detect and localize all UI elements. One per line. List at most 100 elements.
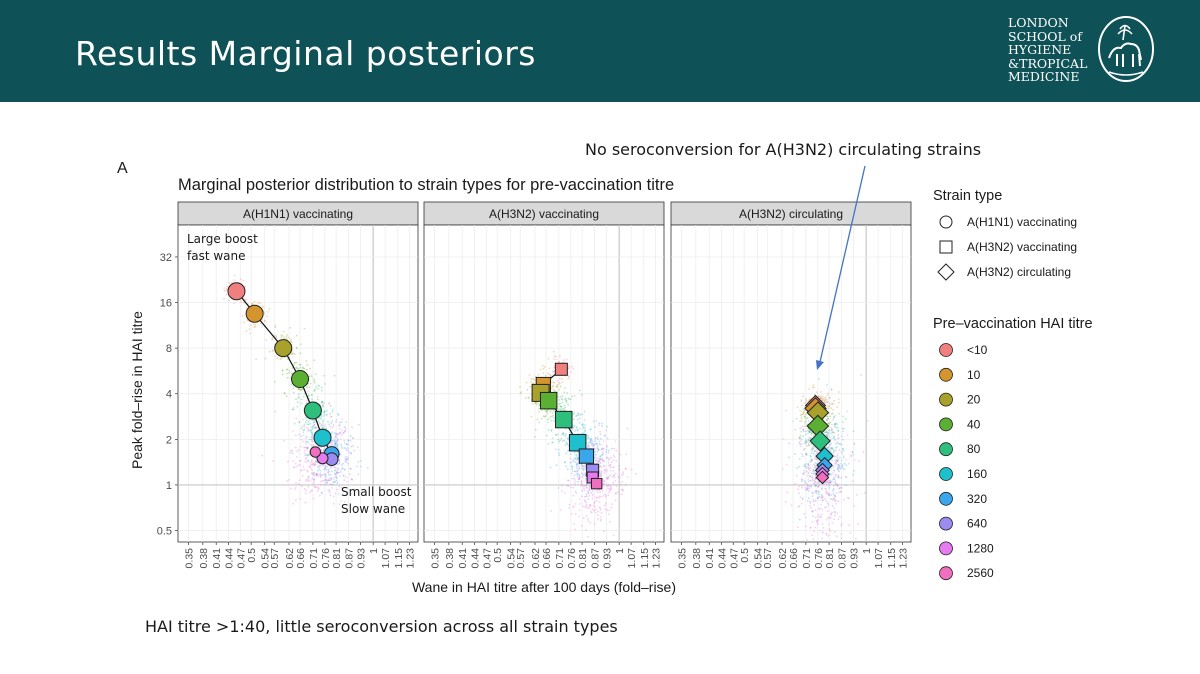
posterior-sample (319, 422, 322, 425)
posterior-sample (840, 537, 843, 539)
posterior-sample (292, 387, 295, 389)
posterior-sample (814, 499, 817, 502)
posterior-sample (826, 415, 829, 418)
posterior-sample (817, 460, 820, 463)
posterior-sample (798, 505, 801, 507)
posterior-sample (576, 414, 578, 416)
posterior-sample (837, 398, 840, 401)
posterior-sample (608, 513, 610, 516)
posterior-sample (534, 428, 537, 431)
posterior-sample (624, 467, 627, 470)
posterior-sample (618, 468, 621, 471)
posterior-sample (837, 467, 839, 470)
posterior-sample (574, 490, 577, 493)
posterior-sample (561, 398, 563, 401)
x-tick-label: 0.93 (848, 548, 860, 569)
posterior-sample (584, 429, 587, 432)
posterior-sample (295, 334, 298, 337)
posterior-sample (584, 505, 587, 508)
posterior-sample (304, 454, 307, 457)
posterior-sample (303, 367, 306, 370)
posterior-sample (592, 420, 595, 423)
posterior-sample (562, 432, 565, 434)
posterior-sample (552, 370, 555, 373)
legend-key-colour (939, 417, 953, 432)
posterior-sample (835, 459, 838, 462)
posterior-sample (291, 450, 294, 452)
posterior-sample (842, 421, 844, 423)
posterior-sample (296, 465, 298, 468)
posterior-sample (560, 397, 563, 400)
posterior-sample (809, 479, 812, 482)
x-tick-label: 0.57 (515, 548, 527, 569)
posterior-sample (809, 484, 812, 487)
posterior-sample (602, 449, 605, 451)
posterior-sample (325, 478, 327, 481)
posterior-sample (837, 518, 840, 521)
posterior-sample (832, 469, 835, 472)
posterior-sample (587, 436, 590, 439)
posterior-sample (334, 480, 336, 483)
posterior-sample (807, 484, 809, 487)
posterior-sample (556, 379, 559, 382)
series-1 (223, 274, 369, 506)
posterior-sample (839, 515, 841, 518)
posterior-sample (806, 500, 809, 502)
posterior-sample (301, 475, 304, 477)
posterior-sample (338, 459, 341, 461)
posterior-sample (800, 443, 803, 445)
posterior-sample (816, 450, 818, 453)
posterior-sample (305, 435, 308, 438)
posterior-sample (824, 396, 827, 398)
posterior-sample (794, 453, 796, 455)
posterior-sample (335, 418, 338, 421)
posterior-sample (341, 418, 343, 421)
posterior-sample (811, 491, 813, 494)
posterior-sample (326, 413, 328, 416)
posterior-sample (300, 427, 303, 430)
posterior-sample (294, 462, 297, 465)
posterior-sample (307, 420, 310, 423)
posterior-sample (836, 461, 838, 463)
posterior-sample (811, 476, 814, 478)
posterior-sample (815, 458, 817, 461)
posterior-sample (830, 467, 832, 470)
posterior-sample (605, 477, 608, 480)
posterior-sample (328, 423, 331, 426)
posterior-sample (330, 477, 333, 479)
posterior-sample (292, 352, 295, 355)
posterior-sample (576, 475, 579, 478)
posterior-sample (312, 471, 315, 474)
posterior-sample (261, 305, 264, 307)
posterior-sample (808, 441, 810, 444)
posterior-sample (333, 432, 336, 435)
posterior-sample (570, 472, 573, 475)
posterior-sample (261, 454, 264, 457)
posterior-sample (574, 503, 577, 505)
posterior-sample (336, 433, 339, 435)
posterior-sample (556, 385, 558, 388)
posterior-sample (804, 421, 806, 424)
posterior-sample (338, 421, 341, 424)
posterior-sample (806, 484, 809, 487)
posterior-sample (594, 437, 597, 440)
posterior-sample (582, 465, 585, 468)
legend-key-colour (939, 442, 953, 457)
posterior-sample (814, 478, 817, 480)
posterior-sample (812, 452, 815, 455)
posterior-sample (801, 472, 804, 475)
posterior-sample (314, 461, 317, 464)
posterior-sample (826, 502, 829, 505)
data-point (815, 470, 830, 485)
posterior-sample (290, 341, 293, 344)
posterior-sample (586, 446, 588, 449)
posterior-sample (558, 454, 561, 457)
posterior-sample (286, 368, 289, 371)
x-tick-label: 0.54 (260, 548, 272, 569)
posterior-sample (798, 465, 800, 468)
posterior-sample (826, 401, 829, 404)
posterior-sample (823, 397, 825, 399)
posterior-sample (807, 429, 809, 432)
posterior-sample (805, 489, 808, 491)
posterior-sample (554, 448, 557, 451)
